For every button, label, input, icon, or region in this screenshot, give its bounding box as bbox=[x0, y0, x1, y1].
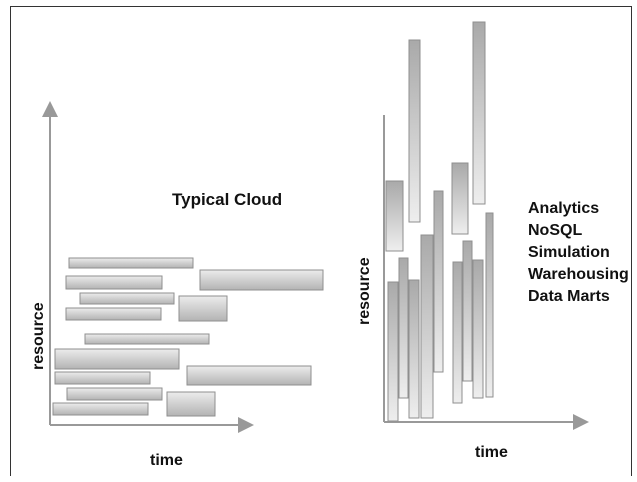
workload-label: NoSQL bbox=[528, 222, 583, 239]
job-bar bbox=[65, 275, 163, 290]
workload-bar bbox=[451, 162, 469, 235]
job-bar bbox=[166, 391, 216, 417]
job-bar bbox=[66, 387, 163, 401]
workload-bar bbox=[385, 180, 404, 252]
job-bar bbox=[65, 307, 162, 321]
workload-bar bbox=[408, 39, 421, 223]
workload-label: Analytics bbox=[528, 200, 600, 217]
job-bar bbox=[79, 292, 175, 305]
job-bar bbox=[199, 269, 324, 291]
job-bar bbox=[186, 365, 312, 386]
figure-frame bbox=[10, 6, 632, 476]
workload-label: Data Marts bbox=[528, 288, 610, 305]
left-bars bbox=[52, 257, 324, 417]
workload-bar bbox=[452, 261, 463, 404]
workload-bar bbox=[472, 259, 484, 399]
left-y-axis-label: resource bbox=[30, 302, 47, 370]
job-bar bbox=[52, 402, 149, 416]
job-bar bbox=[178, 295, 228, 322]
workload-bar bbox=[387, 281, 399, 422]
workload-label: Simulation bbox=[528, 244, 610, 261]
job-bar bbox=[54, 371, 151, 385]
workload-bar bbox=[408, 279, 420, 419]
workload-bar bbox=[398, 257, 409, 399]
workload-label: Warehousing bbox=[528, 266, 629, 283]
left-panel-title: Typical Cloud bbox=[172, 190, 283, 209]
right-bars bbox=[385, 21, 494, 422]
right-y-axis-label: resource bbox=[356, 257, 373, 325]
workload-bar bbox=[485, 212, 494, 398]
workload-list: Analytics NoSQL Simulation Warehousing D… bbox=[528, 198, 629, 308]
job-bar bbox=[54, 348, 180, 370]
left-x-axis-label: time bbox=[150, 452, 183, 469]
workload-bar bbox=[433, 190, 444, 373]
job-bar bbox=[68, 257, 194, 269]
workload-bar bbox=[472, 21, 486, 205]
job-bar bbox=[84, 333, 210, 345]
workload-bar bbox=[462, 240, 473, 382]
right-x-axis-label: time bbox=[475, 444, 508, 461]
workload-bar bbox=[420, 234, 434, 419]
